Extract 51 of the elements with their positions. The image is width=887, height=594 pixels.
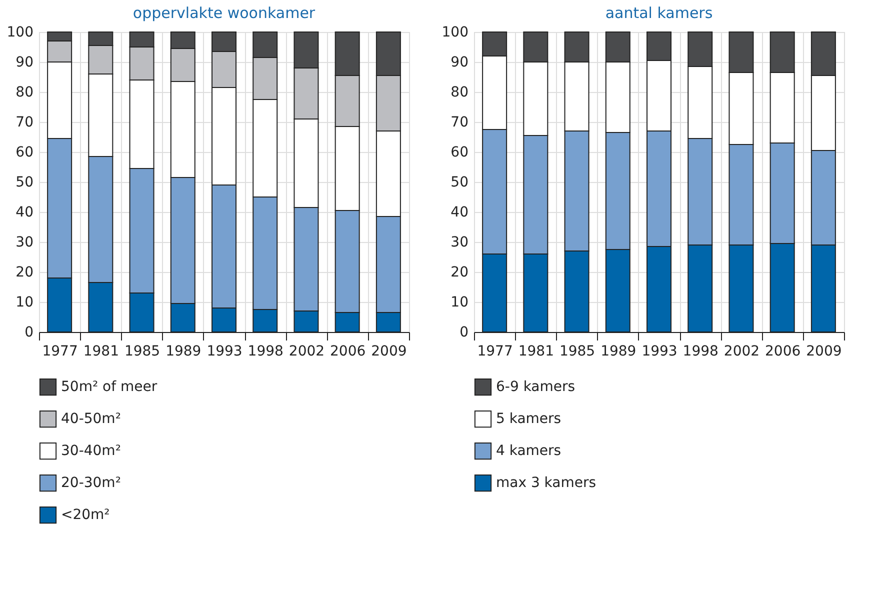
y-tick-label: 80: [450, 84, 468, 100]
x-tick-label: 1977: [42, 344, 78, 360]
y-tick-label: 60: [16, 144, 34, 160]
legend-label: 30-40m²: [61, 443, 121, 459]
y-tick-label: 40: [450, 204, 468, 220]
x-tick-label: 2002: [288, 344, 325, 360]
y-tick-label: 40: [16, 204, 34, 220]
legend-label: 50m² of meer: [61, 379, 158, 395]
x-tick-label: 1977: [477, 344, 513, 360]
y-tick-label: 20: [16, 264, 34, 280]
y-tick-label: 70: [16, 114, 34, 130]
x-tick-label: 1993: [642, 344, 678, 360]
x-tick-label: 1989: [166, 344, 202, 360]
x-tick-label: 1989: [600, 344, 636, 360]
y-tick-label: 10: [16, 294, 34, 310]
x-tick-label: 1985: [124, 344, 160, 360]
x-tick-label: 1998: [682, 344, 718, 360]
x-tick-label: 2009: [806, 344, 842, 360]
legend-label: 4 kamers: [496, 443, 562, 459]
legend-label: 40-50m²: [61, 411, 121, 427]
y-tick-label: 60: [450, 144, 468, 160]
y-tick-label: 0: [460, 324, 468, 340]
legend-label: 5 kamers: [496, 411, 562, 427]
legend-label: 20-30m²: [61, 475, 121, 491]
x-tick-label: 2002: [724, 344, 760, 360]
chart-title: aantal kamers: [605, 4, 713, 22]
y-tick-label: 50: [450, 174, 468, 190]
y-tick-label: 80: [16, 84, 34, 100]
y-tick-label: 10: [450, 294, 468, 310]
legend-label: max 3 kamers: [496, 475, 596, 491]
y-tick-label: 0: [24, 324, 34, 340]
y-tick-label: 50: [16, 174, 34, 190]
x-tick-label: 2006: [765, 344, 801, 360]
y-tick-label: 100: [442, 24, 468, 40]
x-tick-label: 1993: [206, 344, 242, 360]
y-tick-label: 90: [16, 54, 34, 70]
x-tick-label: 2009: [371, 344, 407, 360]
y-tick-label: 20: [450, 264, 468, 280]
chart-title: oppervlakte woonkamer: [132, 4, 316, 22]
y-tick-label: 100: [6, 24, 34, 40]
legend-label: <20m²: [61, 507, 110, 523]
y-tick-label: 70: [450, 114, 468, 130]
legend-label: 6-9 kamers: [496, 379, 576, 395]
x-tick-label: 1985: [559, 344, 596, 360]
y-tick-label: 30: [450, 234, 468, 250]
x-tick-label: 1998: [248, 344, 284, 360]
x-tick-label: 1981: [83, 344, 119, 360]
y-tick-label: 90: [450, 54, 468, 70]
y-tick-label: 30: [16, 234, 34, 250]
x-tick-label: 1981: [518, 344, 554, 360]
x-tick-label: 2006: [330, 344, 366, 360]
